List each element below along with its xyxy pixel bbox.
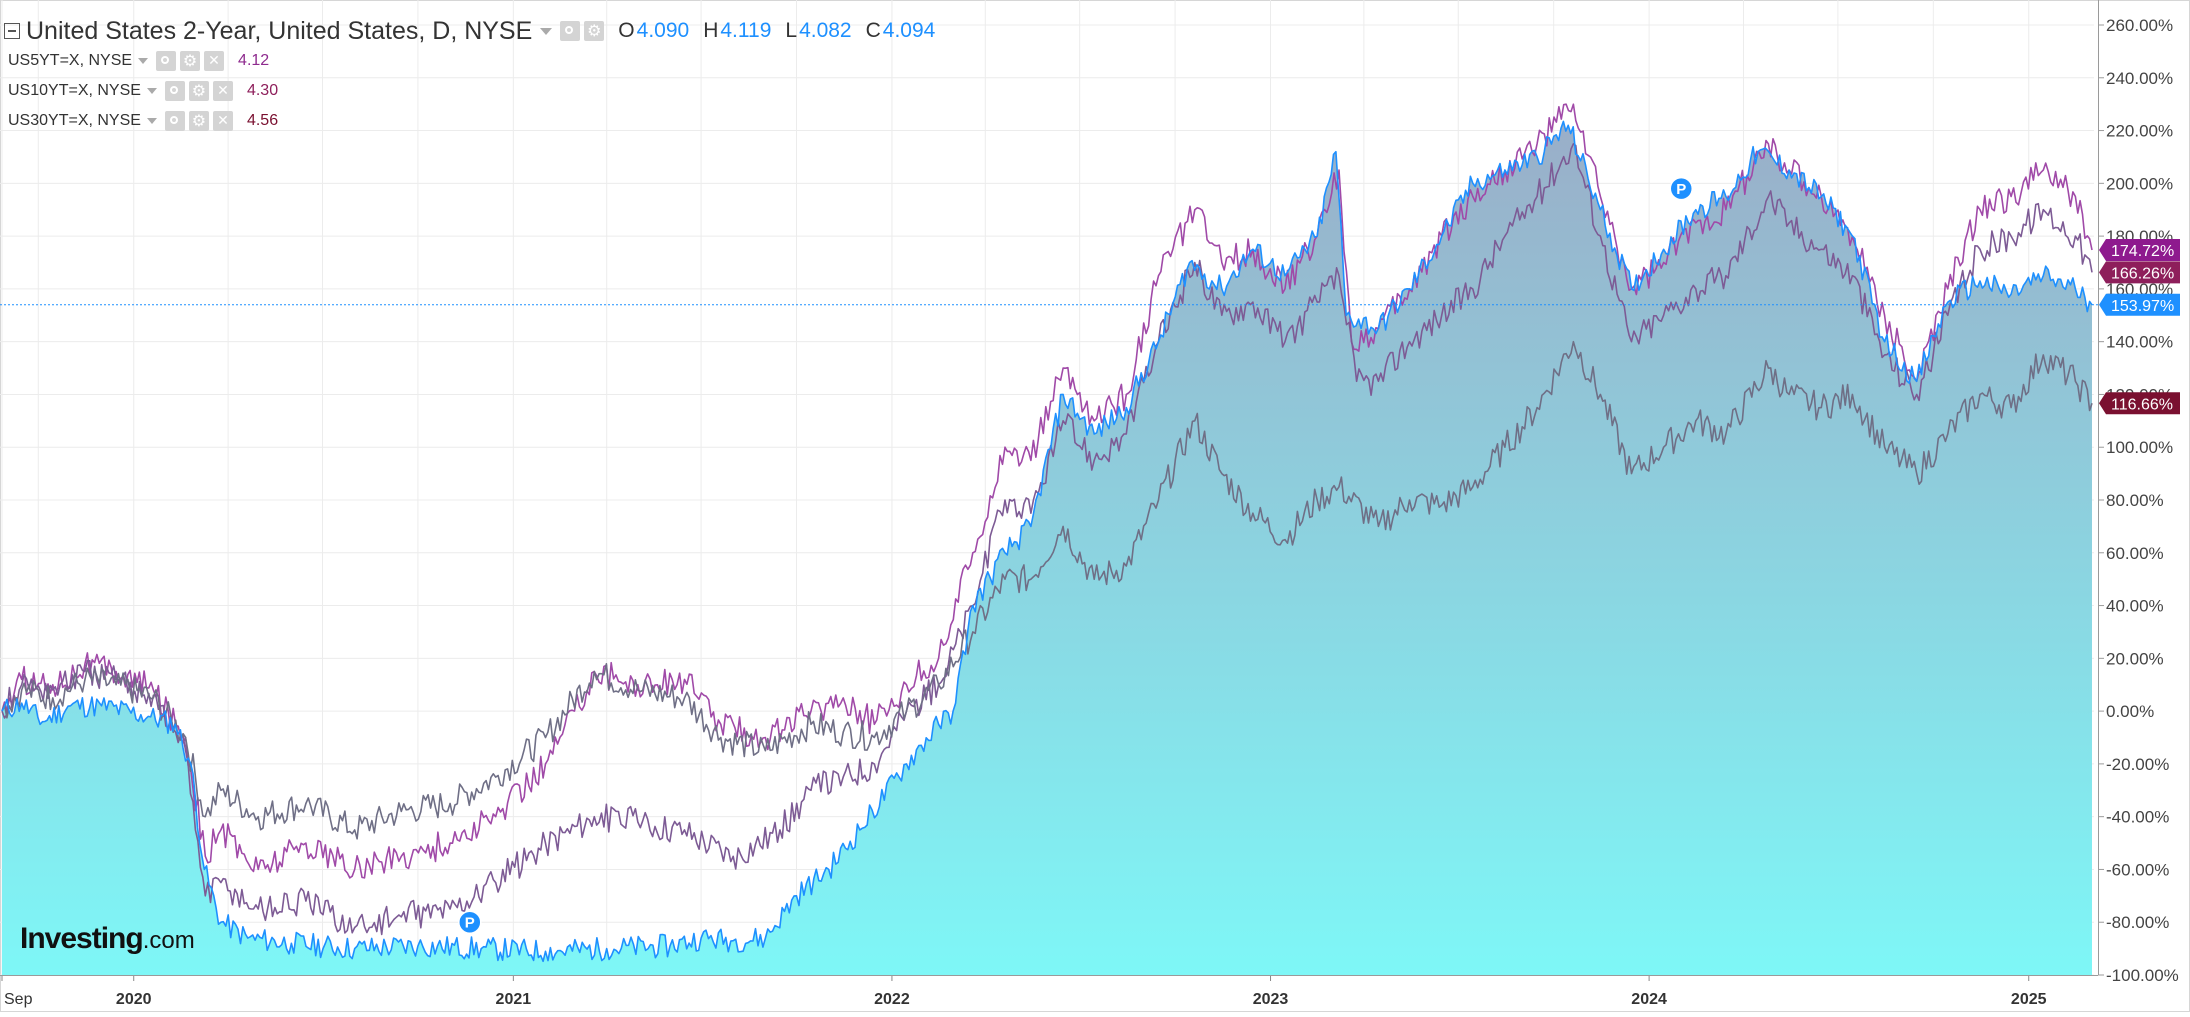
- marker-p: [458, 910, 482, 934]
- chevron-down-icon[interactable]: [540, 27, 553, 35]
- x-tick-label: Sep: [4, 991, 33, 1008]
- y-tick-label: -40.00%: [2106, 808, 2169, 827]
- x-tick-label: 2025: [2011, 991, 2047, 1008]
- chevron-down-icon[interactable]: [146, 88, 157, 94]
- us30y-line: [1, 340, 2093, 840]
- legend-symbol: US10YT=X, NYSE: [8, 82, 141, 99]
- legend-symbol: US5YT=X, NYSE: [8, 52, 133, 69]
- close-icon[interactable]: [212, 111, 233, 131]
- x-tick-label: 2024: [1631, 991, 1667, 1008]
- y-tick-label: 100.00%: [2106, 438, 2173, 457]
- x-tick-label: 2021: [496, 991, 532, 1008]
- chevron-down-icon[interactable]: [138, 58, 149, 64]
- eye-icon[interactable]: [164, 111, 185, 131]
- last-value-badge: [2099, 261, 2180, 284]
- high-value: 4.119: [720, 19, 772, 42]
- y-tick-label: 200.00%: [2106, 174, 2173, 193]
- us2y-line: [1, 120, 2093, 963]
- y-tick-label: 60.00%: [2106, 544, 2164, 563]
- y-tick-label: -20.00%: [2106, 755, 2169, 774]
- us2y-area: [2, 121, 2092, 975]
- y-tick-label: -100.00%: [2106, 966, 2179, 985]
- y-tick-label: 260.00%: [2106, 16, 2173, 35]
- legend-row-us10y: US10YT=X, NYSE 4.30: [8, 79, 278, 103]
- y-tick-label: 140.00%: [2106, 333, 2173, 352]
- logo-name: Investing: [20, 922, 144, 955]
- y-tick-label: 0.00%: [2106, 702, 2154, 721]
- close-label: C: [865, 19, 881, 42]
- x-tick-label: 2022: [874, 991, 910, 1008]
- marker-p-label: P: [1676, 181, 1686, 198]
- last-value-label: 174.72%: [2111, 243, 2174, 260]
- legend-row-us30y: US30YT=X, NYSE 4.56: [8, 109, 278, 133]
- series-title: United States 2-Year, United States, D, …: [26, 16, 533, 45]
- eye-icon[interactable]: [560, 21, 581, 41]
- y-tick-label: 240.00%: [2106, 69, 2173, 88]
- main-series-legend: United States 2-Year, United States, D, …: [4, 14, 935, 48]
- last-value-badge: [2099, 239, 2180, 261]
- last-value-label: 116.66%: [2111, 396, 2173, 413]
- last-value-badge: [2099, 293, 2180, 316]
- close-icon[interactable]: [212, 81, 233, 101]
- marker-p-label: P: [465, 915, 475, 932]
- collapse-legend-button[interactable]: [4, 23, 20, 39]
- legend-row-us5y: US5YT=X, NYSE 4.12: [8, 49, 269, 73]
- legend-value: 4.30: [246, 82, 279, 99]
- legend-value: 4.12: [238, 52, 270, 69]
- gear-icon[interactable]: [188, 111, 209, 131]
- y-tick-label: 220.00%: [2106, 122, 2173, 141]
- high-label: H: [703, 19, 719, 42]
- gear-icon[interactable]: [584, 21, 605, 41]
- low-label: L: [785, 19, 798, 42]
- last-value-label: 166.26%: [2111, 265, 2174, 282]
- y-tick-label: 40.00%: [2106, 597, 2164, 616]
- eye-icon[interactable]: [156, 51, 177, 71]
- last-value-label: 153.97%: [2111, 298, 2174, 315]
- legend-value: 4.56: [246, 112, 279, 129]
- close-icon[interactable]: [204, 51, 225, 71]
- open-label: O: [618, 19, 635, 42]
- y-tick-label: -80.00%: [2106, 913, 2169, 932]
- open-value: 4.090: [636, 19, 690, 42]
- gear-icon[interactable]: [180, 51, 201, 71]
- gear-icon[interactable]: [188, 81, 209, 101]
- y-tick-label: -60.00%: [2106, 860, 2169, 879]
- y-tick-label: 20.00%: [2106, 649, 2164, 668]
- close-value: 4.094: [882, 19, 936, 42]
- legend-symbol: US30YT=X, NYSE: [8, 112, 141, 129]
- x-tick-label: 2023: [1253, 991, 1289, 1008]
- low-value: 4.082: [799, 19, 852, 42]
- chevron-down-icon[interactable]: [146, 118, 157, 124]
- x-tick-label: 2020: [116, 991, 152, 1008]
- marker-p: [1669, 176, 1694, 201]
- logo-suffix: .com: [142, 927, 195, 954]
- last-value-badge: [2099, 392, 2180, 415]
- investing-logo: Investing.com: [20, 922, 195, 956]
- us5y-line: [1, 103, 2093, 879]
- eye-icon[interactable]: [164, 81, 185, 101]
- y-tick-label: 80.00%: [2106, 491, 2164, 510]
- us10y-line: [1, 143, 2093, 936]
